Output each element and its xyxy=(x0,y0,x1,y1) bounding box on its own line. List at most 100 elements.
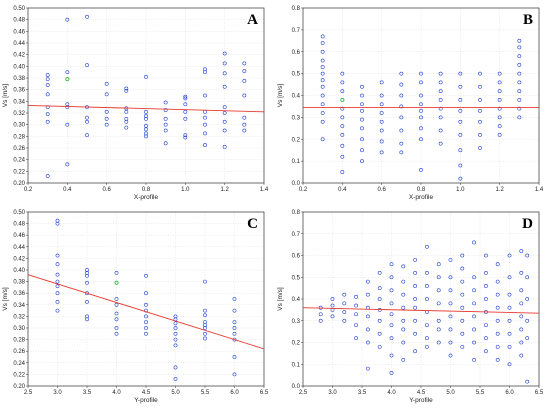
data-point xyxy=(517,97,522,102)
data-point xyxy=(448,327,453,332)
data-point xyxy=(497,97,502,102)
data-point xyxy=(458,84,463,89)
data-point xyxy=(379,128,384,133)
y-tick-label: 0.30 xyxy=(13,123,25,129)
scatter-chart-c: 0.20 0.22 0.24 0.26 0.28 0.30 0.32 0.34 0.36 0.38… xyxy=(2,210,269,404)
data-point xyxy=(203,313,207,318)
data-point xyxy=(203,67,207,72)
data-point xyxy=(497,71,502,76)
data-point xyxy=(222,71,227,76)
data-point xyxy=(320,137,325,142)
data-point xyxy=(173,365,178,370)
data-point xyxy=(222,61,227,66)
data-point xyxy=(232,337,237,342)
data-point xyxy=(124,125,129,130)
data-point xyxy=(413,297,418,301)
data-point xyxy=(519,301,524,306)
data-point xyxy=(144,320,148,325)
data-point xyxy=(232,326,237,330)
data-point xyxy=(222,84,227,89)
data-point xyxy=(507,292,512,297)
data-point xyxy=(438,80,443,85)
data-point xyxy=(104,116,109,121)
data-point xyxy=(389,301,394,306)
data-point xyxy=(366,366,370,371)
data-point xyxy=(458,163,463,168)
x-tick-label: 0.4 xyxy=(338,187,347,193)
x-tick-label: 2.5 xyxy=(299,390,308,396)
trend-line xyxy=(27,274,265,350)
data-point xyxy=(389,353,394,358)
data-point xyxy=(399,128,404,133)
data-point xyxy=(163,116,168,121)
data-point xyxy=(377,297,382,301)
data-point xyxy=(144,131,148,136)
data-point xyxy=(203,331,207,336)
data-point xyxy=(401,305,406,310)
data-point xyxy=(507,275,512,280)
data-point xyxy=(104,81,109,86)
y-tick-label: 0.50 xyxy=(13,210,25,216)
data-point xyxy=(472,288,477,293)
data-point xyxy=(85,300,89,304)
data-point xyxy=(45,92,50,97)
panel-c: 0.20 0.22 0.24 0.26 0.28 0.30 0.32 0.34 0.36 0.38… xyxy=(0,206,275,412)
data-point xyxy=(472,357,477,362)
panel-d: 0.0 0.1 0.2 0.3 0.4 0.5 0.6 0.7 0.8 2.5 3.0 3.5 4.0 4… xyxy=(275,206,550,412)
y-tick-label: 0.36 xyxy=(13,291,25,297)
data-point xyxy=(114,302,119,307)
data-point xyxy=(183,96,188,101)
x-tick-label: 3.5 xyxy=(83,390,92,396)
y-tick-label: 0.48 xyxy=(13,18,25,24)
x-tick-label: 5.5 xyxy=(476,390,485,396)
y-tick-label: 0.34 xyxy=(13,99,25,105)
x-tick-label: 0.6 xyxy=(377,187,386,193)
data-point xyxy=(340,132,345,137)
y-tick-label: 0.48 xyxy=(13,222,25,228)
data-point xyxy=(507,305,512,310)
data-point xyxy=(458,97,463,102)
data-point xyxy=(232,320,237,325)
data-point xyxy=(85,291,89,296)
data-point xyxy=(497,124,502,129)
data-point xyxy=(340,106,345,111)
data-point xyxy=(472,314,477,319)
data-point xyxy=(517,45,522,50)
trend-line xyxy=(302,307,540,314)
data-point xyxy=(124,116,129,121)
y-tick-label: 0.1 xyxy=(292,159,301,165)
data-point xyxy=(55,218,60,223)
data-point xyxy=(458,176,463,181)
data-point xyxy=(320,34,325,39)
y-tick-label: 0.26 xyxy=(13,146,25,152)
y-tick-label: 0.7 xyxy=(292,28,301,34)
data-point xyxy=(438,128,443,133)
data-point xyxy=(401,292,406,297)
data-point xyxy=(320,71,325,76)
data-point xyxy=(401,318,406,323)
data-point xyxy=(144,302,148,307)
data-point xyxy=(438,141,443,146)
y-tick-label: 0.42 xyxy=(13,256,25,262)
y-tick-label: 0.46 xyxy=(13,233,25,239)
data-point xyxy=(173,331,178,336)
data-point xyxy=(183,94,188,99)
data-point xyxy=(366,292,370,297)
x-tick-label: 0.8 xyxy=(417,187,426,193)
data-point xyxy=(354,336,359,341)
data-point xyxy=(401,264,406,269)
x-tick-label: 3.0 xyxy=(328,390,337,396)
data-point xyxy=(340,124,345,129)
x-tick-label: 1.2 xyxy=(495,187,504,193)
data-point xyxy=(354,303,359,308)
data-point xyxy=(242,115,247,120)
data-point xyxy=(472,240,477,245)
data-point xyxy=(424,244,429,249)
data-point xyxy=(525,275,530,280)
data-point xyxy=(320,111,325,115)
data-point xyxy=(389,288,394,293)
y-tick-label: 0.42 xyxy=(13,53,25,59)
data-point xyxy=(472,275,477,280)
x-tick-label: 1.4 xyxy=(260,187,269,193)
x-tick-label: 1.2 xyxy=(220,187,229,193)
